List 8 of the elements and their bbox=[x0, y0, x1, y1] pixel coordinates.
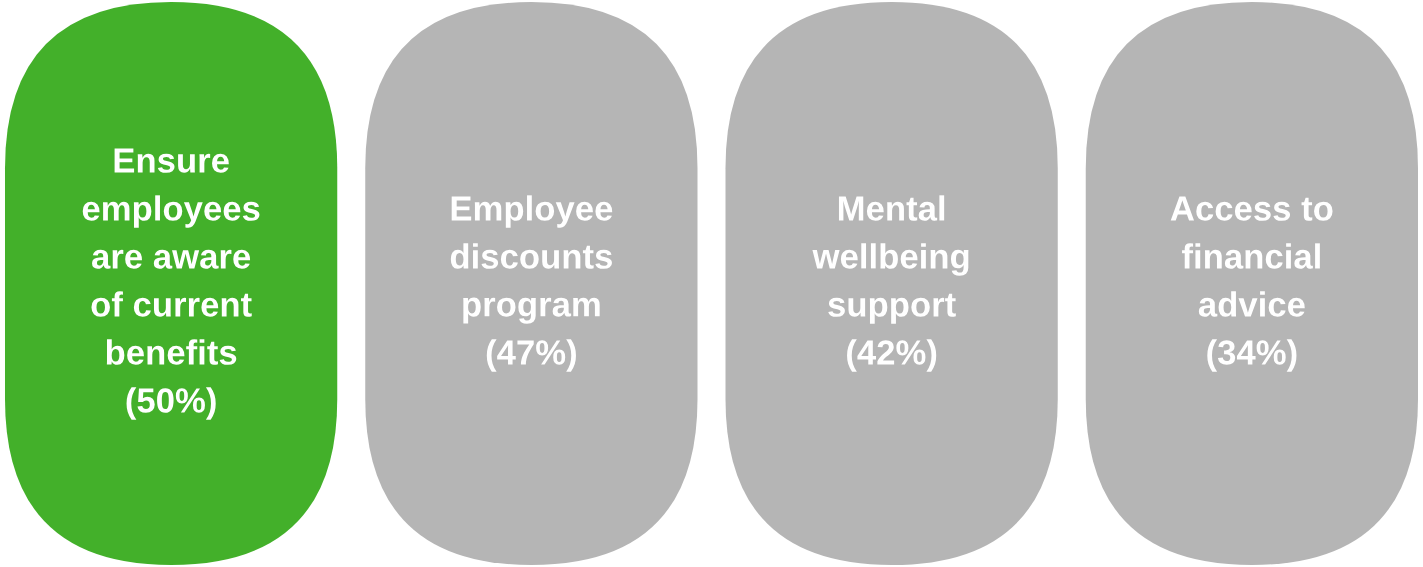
category-label: Employee discounts program bbox=[450, 195, 613, 324]
category-label: Access to financial advice bbox=[1170, 196, 1333, 317]
data-label: (47%) bbox=[486, 339, 576, 372]
category-label: Ensure employees are aware of current benefits bbox=[82, 148, 260, 365]
category-label: Mental wellbeing support bbox=[812, 195, 969, 324]
data-label: (50%) bbox=[126, 387, 216, 420]
data-label: (42%) bbox=[847, 339, 937, 372]
data-label: (34%) bbox=[1207, 339, 1297, 372]
